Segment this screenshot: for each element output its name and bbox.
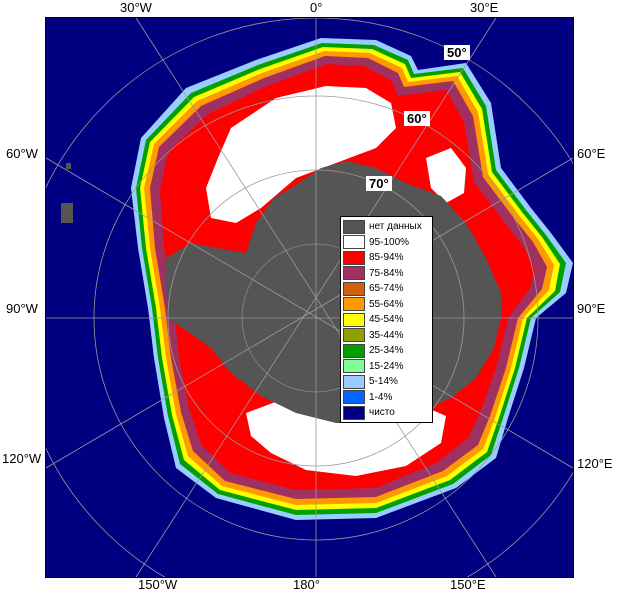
- lon-label-150w: 150°W: [138, 577, 178, 592]
- legend-swatch: [343, 343, 365, 358]
- legend-swatch: [343, 281, 365, 296]
- legend: нет данных 95-100% 85-94% 75-84% 65-74% 55-64…: [340, 216, 433, 423]
- legend-swatch: [343, 359, 365, 374]
- legend-item: 45-54%: [343, 312, 432, 328]
- island-spot: [66, 163, 71, 169]
- sea-ice-map: [45, 17, 574, 578]
- lat-label-60: 60°: [404, 111, 430, 126]
- legend-item: 65-74%: [343, 281, 432, 297]
- lon-label-90e: 90°E: [577, 301, 606, 316]
- lon-label-0: 0°: [310, 0, 323, 15]
- legend-swatch: [343, 297, 365, 312]
- legend-item: 85-94%: [343, 250, 432, 266]
- island-spot: [61, 203, 73, 223]
- lon-label-30e: 30°E: [470, 0, 499, 15]
- legend-swatch: [343, 312, 365, 327]
- lon-label-180: 180°: [293, 577, 320, 592]
- legend-label: 5-14%: [369, 376, 398, 388]
- legend-swatch: [343, 235, 365, 250]
- lat-label-70: 70°: [366, 176, 392, 191]
- legend-swatch: [343, 374, 365, 389]
- ice-white-east: [426, 148, 466, 203]
- legend-label: нет данных: [369, 221, 422, 233]
- legend-item: 35-44%: [343, 328, 432, 344]
- legend-swatch: [343, 390, 365, 405]
- legend-item: 1-4%: [343, 390, 432, 406]
- lon-label-90w: 90°W: [6, 301, 38, 316]
- legend-label: 25-34%: [369, 345, 404, 357]
- legend-item: 95-100%: [343, 235, 432, 251]
- lon-label-150e: 150°E: [450, 577, 486, 592]
- legend-item: 25-34%: [343, 343, 432, 359]
- legend-swatch: [343, 405, 365, 420]
- legend-label: 45-54%: [369, 314, 404, 326]
- lat-label-50: 50°: [444, 45, 470, 60]
- legend-swatch: [343, 328, 365, 343]
- legend-item: 75-84%: [343, 266, 432, 282]
- legend-item: 55-64%: [343, 297, 432, 313]
- legend-label: 65-74%: [369, 283, 404, 295]
- legend-label: 95-100%: [369, 236, 410, 248]
- legend-label: 35-44%: [369, 329, 404, 341]
- graticule: [46, 18, 573, 577]
- legend-swatch: [343, 219, 365, 234]
- lon-label-30w: 30°W: [120, 0, 152, 15]
- legend-item: 5-14%: [343, 374, 432, 390]
- legend-label: 85-94%: [369, 252, 404, 264]
- map-canvas: [46, 18, 573, 577]
- legend-item: нет данных: [343, 219, 432, 235]
- legend-label: чисто: [369, 407, 395, 419]
- lon-label-120e: 120°E: [577, 456, 613, 471]
- lon-label-60w: 60°W: [6, 146, 38, 161]
- lon-label-120w: 120°W: [2, 451, 42, 466]
- lon-label-60e: 60°E: [577, 146, 606, 161]
- legend-label: 75-84%: [369, 267, 404, 279]
- ice-white-atlantic: [206, 86, 396, 223]
- legend-swatch: [343, 250, 365, 265]
- legend-swatch: [343, 266, 365, 281]
- legend-item: 15-24%: [343, 359, 432, 375]
- legend-item: чисто: [343, 405, 432, 421]
- legend-label: 55-64%: [369, 298, 404, 310]
- legend-label: 15-24%: [369, 360, 404, 372]
- legend-label: 1-4%: [369, 391, 393, 403]
